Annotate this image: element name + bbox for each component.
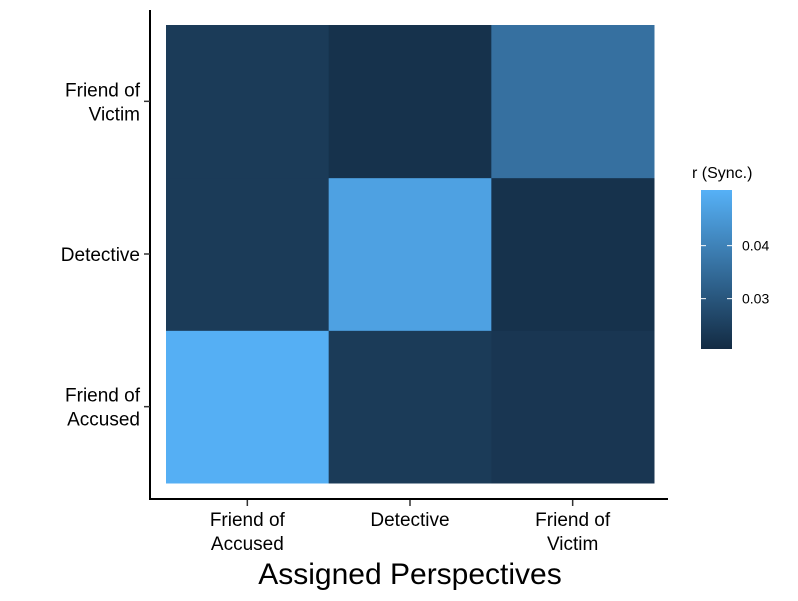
heatmap-cell (166, 330, 330, 484)
y-axis-ticks: Friend of Accused Detective Friend of Victim (61, 80, 150, 431)
y-tick-label: Friend of Victim (65, 80, 141, 125)
x-tick-label: Friend of Accused (210, 510, 286, 555)
heatmap-cell (328, 25, 492, 179)
x-tick-label: Friend of Victim (535, 510, 611, 555)
heatmap-cell (166, 177, 330, 331)
heatmap-cell (491, 330, 655, 484)
legend-title: r (Sync.) (692, 165, 752, 182)
x-tick-label: Detective (370, 510, 449, 531)
heatmap-cell (491, 25, 655, 179)
x-axis-title: Assigned Perspectives (258, 558, 562, 591)
legend-ticks: 0.03 0.04 (701, 238, 769, 307)
legend-tick-label: 0.04 (742, 238, 769, 254)
x-axis-ticks: Friend of Accused Detective Friend of Victim (210, 500, 611, 555)
color-legend: r (Sync.) 0.03 0.04 (692, 165, 769, 349)
heatmap-cell (328, 177, 492, 331)
y-tick-label: Detective (61, 245, 140, 266)
legend-tick-label: 0.03 (742, 291, 769, 307)
heatmap-cell (166, 25, 330, 179)
heatmap-cell (491, 177, 655, 331)
legend-colorbar (701, 190, 732, 349)
y-tick-label: Friend of Accused (65, 386, 141, 431)
heatmap-cells (166, 25, 655, 484)
heatmap-cell (328, 330, 492, 484)
